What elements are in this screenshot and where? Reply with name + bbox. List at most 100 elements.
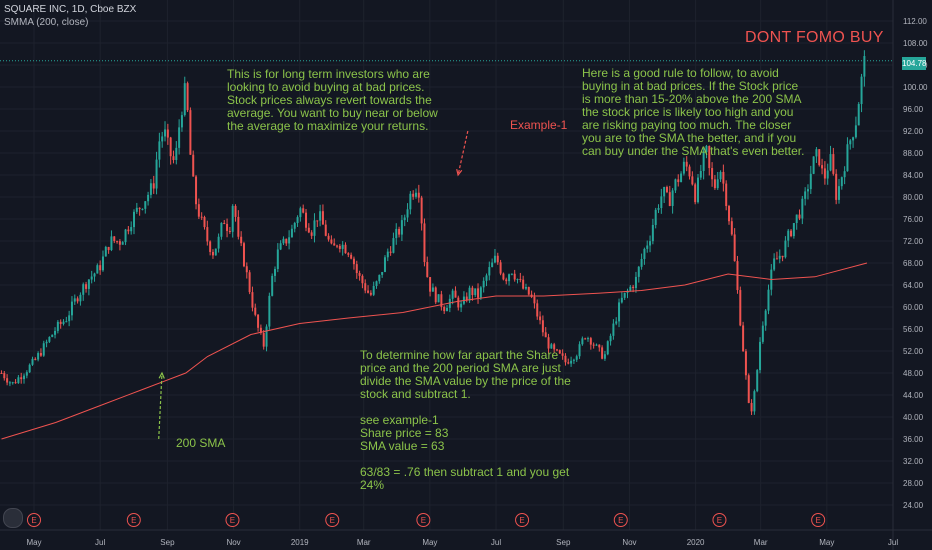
candle-body (581, 338, 584, 345)
candle-body (809, 173, 812, 190)
price-axis-label: 24.00 (903, 501, 924, 510)
candle-body (107, 246, 110, 251)
example-1-label: Example-1 (510, 118, 568, 132)
candle-body (395, 228, 398, 239)
candle-body (677, 179, 680, 183)
candle-body (753, 391, 756, 412)
candle-body (135, 207, 138, 212)
candle-body (561, 353, 564, 356)
candle-body (854, 125, 857, 138)
candle-body (124, 229, 127, 243)
candle-body (110, 236, 113, 251)
price-axis-label: 108.00 (903, 39, 928, 48)
candle-body (474, 288, 477, 296)
candle-body (6, 378, 9, 383)
candle-body (719, 171, 722, 180)
candle-body (592, 344, 595, 346)
candle-body (73, 298, 76, 302)
candle-body (460, 303, 463, 308)
candle-body (657, 208, 660, 210)
earnings-marker[interactable]: E (811, 513, 826, 527)
price-axis-label: 64.00 (903, 281, 924, 290)
candle-body (541, 320, 544, 333)
candle-body (640, 259, 643, 267)
price-axis-label: 44.00 (903, 391, 924, 400)
candle-body (612, 323, 615, 336)
earnings-marker[interactable]: E (515, 513, 530, 527)
candle-body (220, 222, 223, 237)
price-axis-label: 112.00 (903, 17, 927, 26)
candle-body (513, 273, 516, 280)
candle-body (403, 217, 406, 221)
earnings-marker[interactable]: E (27, 513, 41, 527)
earnings-marker-label: E (815, 516, 820, 525)
candle-body (313, 220, 316, 236)
candle-body (288, 237, 291, 244)
candle-body (327, 235, 330, 240)
candle-body (127, 229, 130, 232)
candle-body (767, 289, 770, 311)
candle-body (420, 197, 423, 224)
candle-body (547, 337, 550, 349)
candle-body (282, 238, 285, 244)
candle-body (837, 186, 840, 200)
candle-body (680, 173, 683, 183)
time-axis-label: Nov (622, 538, 636, 547)
earnings-marker[interactable]: E (416, 513, 431, 527)
candle-body (118, 241, 121, 245)
candle-body (155, 159, 158, 189)
candle-body (113, 236, 116, 242)
earnings-marker-label: E (519, 516, 524, 525)
price-axis-label: 80.00 (903, 193, 924, 202)
candle-body (544, 332, 547, 338)
candle-body (68, 315, 71, 322)
candle-body (290, 228, 293, 238)
earnings-marker-circle (126, 513, 141, 527)
price-axis-label: 76.00 (903, 215, 924, 224)
tradingview-logo-button[interactable] (3, 508, 23, 528)
candle-body (716, 179, 719, 189)
candle-body (203, 217, 206, 228)
candle-body (364, 283, 367, 291)
candle-body (406, 209, 409, 218)
candle-body (496, 255, 499, 263)
candle-body (784, 240, 787, 258)
candle-body (553, 344, 556, 350)
candle-body (821, 165, 824, 169)
symbol-title[interactable]: SQUARE INC, 1D, Cboe BZX (4, 4, 137, 15)
earnings-marker[interactable]: E (613, 513, 628, 527)
candle-body (682, 161, 685, 174)
earnings-marker-label: E (230, 516, 235, 525)
candle-body (56, 321, 59, 331)
candle-body (637, 266, 640, 277)
candle-body (333, 243, 336, 246)
earnings-marker-label: E (421, 516, 426, 525)
candle-body (138, 207, 141, 209)
price-axis-label: 68.00 (903, 259, 924, 268)
candle-body (708, 145, 711, 169)
candle-body (240, 236, 243, 244)
candle-body (790, 230, 793, 237)
candle-body (477, 288, 480, 298)
price-axis-label: 28.00 (903, 479, 924, 488)
candle-body (158, 141, 161, 160)
candle-body (699, 170, 702, 178)
candle-body (429, 277, 432, 292)
candle-body (606, 341, 609, 355)
candle-body (226, 223, 229, 231)
candle-body (389, 251, 392, 253)
candle-body (39, 353, 42, 356)
earnings-marker[interactable]: E (225, 513, 240, 527)
candle-body (8, 382, 11, 384)
candle-body (279, 243, 282, 250)
candle-body (85, 284, 88, 289)
earnings-marker[interactable]: E (126, 513, 141, 527)
price-axis-label: 72.00 (903, 237, 924, 246)
candle-body (59, 321, 62, 324)
earnings-marker[interactable]: E (325, 513, 340, 527)
candle-body (725, 183, 728, 207)
indicator-legend[interactable]: SMMA (200, close) (4, 17, 89, 28)
earnings-marker[interactable]: E (712, 513, 727, 527)
